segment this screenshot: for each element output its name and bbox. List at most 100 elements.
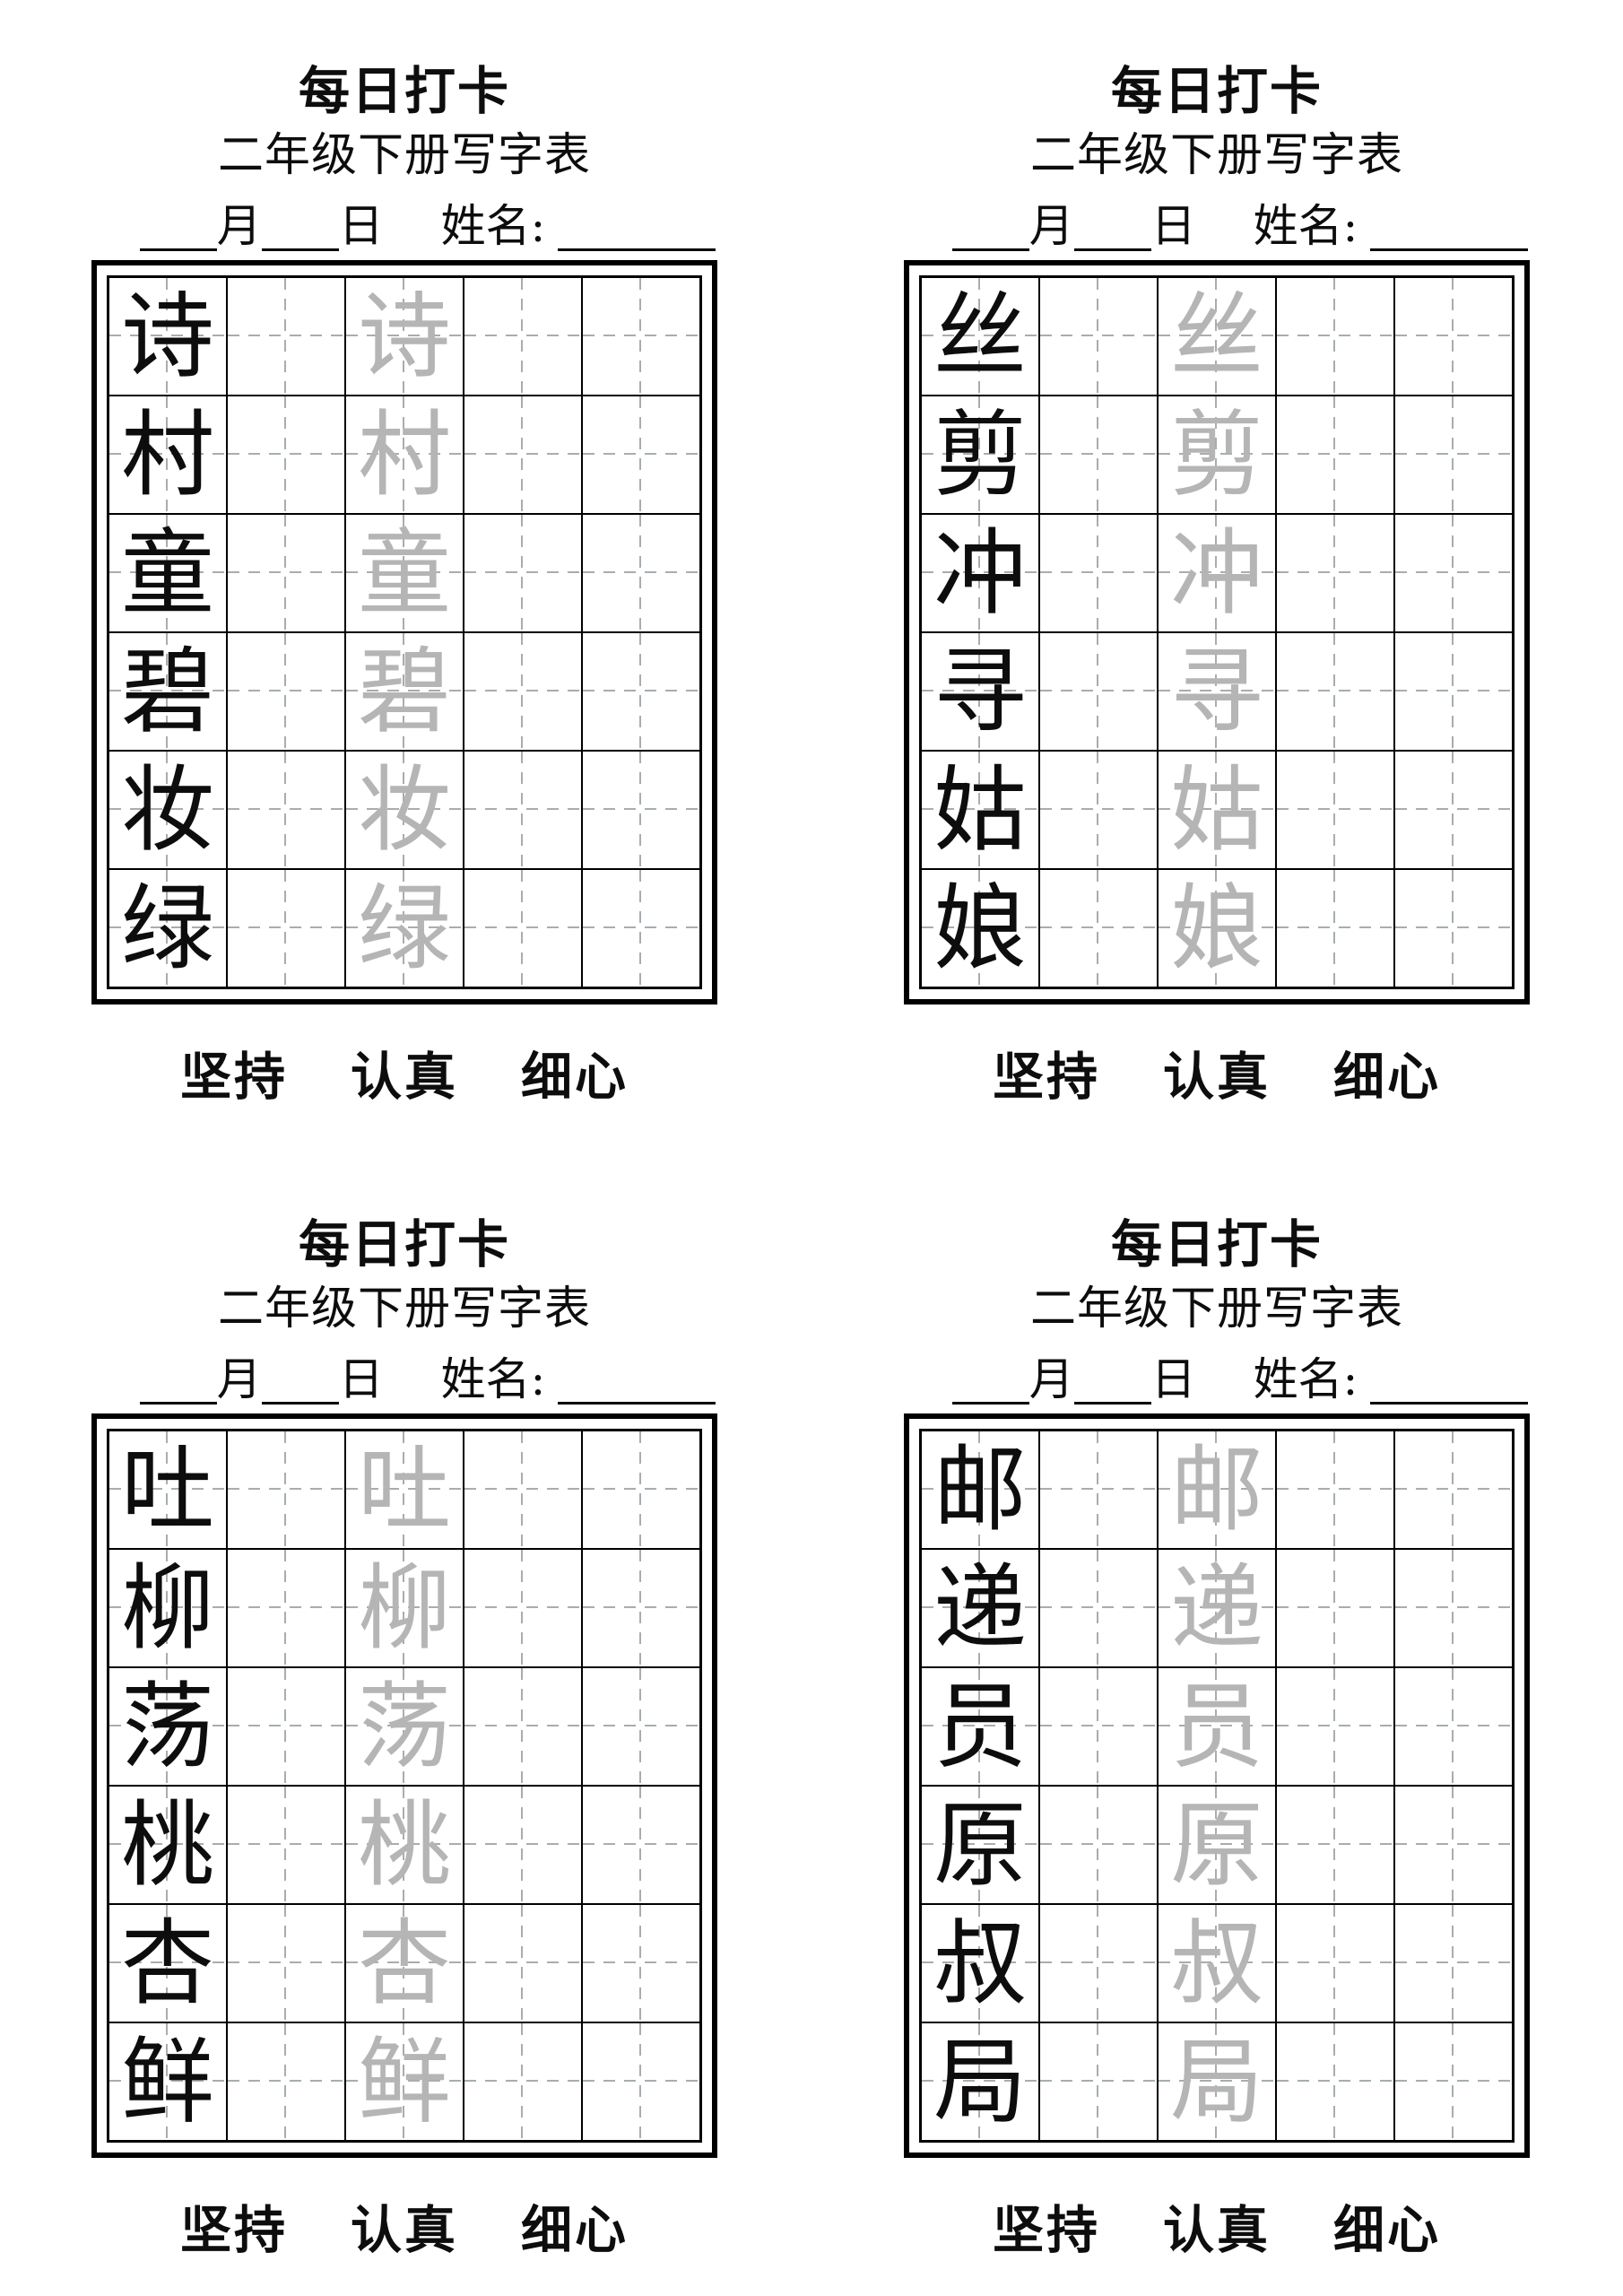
date-name-line: 月 日 姓名: [926,201,1554,251]
motto-word: 细心 [1333,2200,1441,2260]
tianzige-cell: 绿 [108,869,227,987]
tianzige-cell [1394,1549,1513,1667]
tianzige-cell [227,514,345,632]
tianzige-cell [227,632,345,751]
tianzige-cell: 姑 [1158,751,1276,869]
tianzige-cell [227,1667,345,1786]
tianzige-cell: 递 [1158,1549,1276,1667]
name-blank-line [558,1357,716,1405]
tianzige-cell: 吐 [345,1431,464,1549]
tianzige-cell: 鲜 [108,2022,227,2141]
tianzige-cell [464,1667,582,1786]
panel-subtitle: 二年级下册写字表 [217,129,591,182]
tianzige-cell [464,1904,582,2022]
tianzige-cell [582,1431,700,1549]
tianzige-cell: 局 [1158,2022,1276,2141]
tianzige-cell [1394,632,1513,751]
panel-title: 每日打卡 [1111,61,1323,121]
tianzige-cell [1039,277,1158,396]
tianzige-cell [1394,1667,1513,1786]
tianzige-cell: 丝 [1158,277,1276,396]
practice-box: 邮 邮递 递员 员原 原叔 叔局 局 [904,1413,1530,2158]
motto-word: 细心 [1333,1047,1441,1107]
tianzige-cell [1394,514,1513,632]
tianzige-cell [582,1904,700,2022]
tianzige-cell: 村 [108,396,227,514]
tianzige-cell [582,751,700,869]
trace-character: 娘 [1169,874,1263,983]
tianzige-cell: 柳 [345,1549,464,1667]
tianzige-cell [1394,1786,1513,1904]
tianzige-cell [582,514,700,632]
tianzige-cell: 桃 [108,1786,227,1904]
tianzige-cell [464,2022,582,2141]
tianzige-cell [1039,632,1158,751]
practice-box: 丝 丝剪 剪冲 冲寻 寻姑 姑娘 娘 [904,260,1530,1004]
tianzige-cell: 递 [921,1549,1039,1667]
tianzige-cell [464,514,582,632]
model-character: 诗 [120,282,214,391]
tianzige-cell: 原 [1158,1786,1276,1904]
trace-character: 原 [1169,1790,1263,1900]
motto-word: 认真 [351,2200,458,2260]
model-character: 童 [120,518,214,628]
tianzige-cell: 邮 [921,1431,1039,1549]
tianzige-cell: 姑 [921,751,1039,869]
tianzige-cell [1276,1786,1394,1904]
trace-character: 姑 [1169,755,1263,865]
tianzige-cell: 碧 [108,632,227,751]
worksheet-panel-bottom-right: 每日打卡 二年级下册写字表 月 日 姓名: 邮 邮递 递员 员原 原叔 叔局 局 坚持 认真… [903,1216,1531,2258]
month-label: 月 [216,1353,262,1405]
tianzige-cell: 员 [1158,1667,1276,1786]
tianzige-cell [582,277,700,396]
trace-character: 剪 [1169,400,1263,509]
day-label: 日 [338,1353,384,1405]
tianzige-cell [1276,1904,1394,2022]
model-character: 姑 [933,755,1027,865]
tianzige-cell [582,1786,700,1904]
trace-character: 诗 [357,282,451,391]
practice-grid: 邮 邮递 递员 员原 原叔 叔局 局 [919,1429,1515,2143]
tianzige-cell [1039,751,1158,869]
model-character: 冲 [933,518,1027,628]
tianzige-cell: 妆 [345,751,464,869]
trace-character: 柳 [357,1553,451,1663]
motto-footer: 坚持 认真 细心 [91,1049,718,1105]
model-character: 员 [933,1672,1027,1781]
model-character: 叔 [933,1909,1027,2018]
practice-box: 吐 吐柳 柳荡 荡桃 桃杏 杏鲜 鲜 [91,1413,717,2158]
model-character: 碧 [120,637,214,746]
trace-character: 杏 [357,1909,451,2018]
practice-box: 诗 诗村 村童 童碧 碧妆 妆绿 绿 [91,260,717,1004]
trace-character: 邮 [1169,1435,1263,1544]
tianzige-cell: 冲 [921,514,1039,632]
name-label: 姓名: [1253,200,1358,252]
tianzige-cell [1276,514,1394,632]
tianzige-cell: 诗 [108,277,227,396]
tianzige-cell [464,632,582,751]
tianzige-cell [227,751,345,869]
worksheet-panel-top-right: 每日打卡 二年级下册写字表 月 日 姓名: 丝 丝剪 剪冲 冲寻 寻姑 姑娘 娘 坚持 认真… [903,63,1531,1105]
practice-grid: 丝 丝剪 剪冲 冲寻 寻姑 姑娘 娘 [919,275,1515,989]
motto-word: 细心 [521,2200,629,2260]
model-character: 邮 [933,1435,1027,1544]
tianzige-cell: 丝 [921,277,1039,396]
date-name-line: 月 日 姓名: [114,201,742,251]
tianzige-cell: 剪 [921,396,1039,514]
tianzige-cell [1039,396,1158,514]
name-label: 姓名: [440,1353,546,1405]
tianzige-cell: 诗 [345,277,464,396]
tianzige-cell: 寻 [921,632,1039,751]
model-character: 吐 [120,1435,214,1544]
tianzige-cell [1276,632,1394,751]
tianzige-cell: 绿 [345,869,464,987]
practice-grid: 吐 吐柳 柳荡 荡桃 桃杏 杏鲜 鲜 [107,1429,702,2143]
tianzige-cell [582,1667,700,1786]
motto-word: 认真 [1163,2200,1271,2260]
tianzige-cell [464,869,582,987]
tianzige-cell [1394,751,1513,869]
tianzige-cell: 局 [921,2022,1039,2141]
tianzige-cell [582,396,700,514]
tianzige-cell [1039,1667,1158,1786]
